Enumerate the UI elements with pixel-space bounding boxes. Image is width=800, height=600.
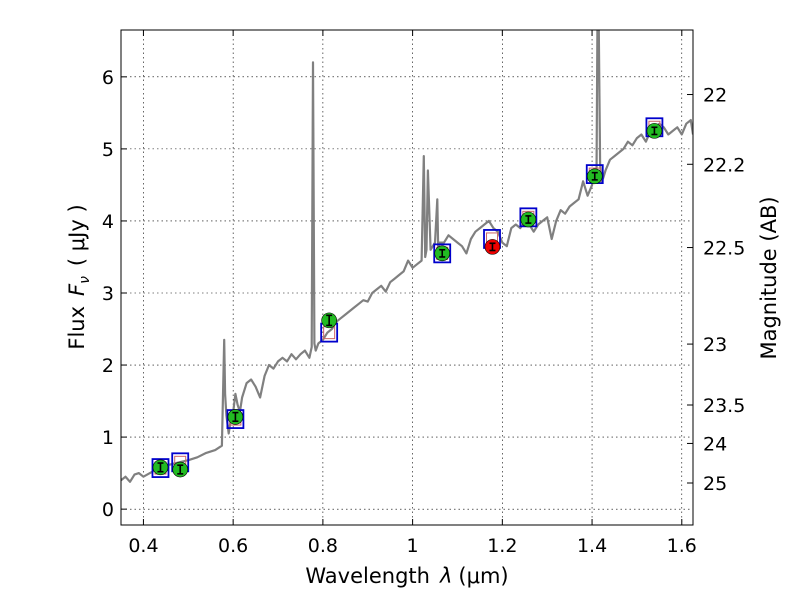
x-tick-label: 1.4 [577, 535, 607, 557]
y-axis-ticks: 0 1 2 3 4 5 6 [102, 67, 127, 521]
plot-frame [120, 29, 694, 526]
y-tick-label: 3 [102, 283, 114, 305]
mag-tick-label: 25 [703, 473, 727, 495]
magnitude-axis-label: Magnitude (AB) [757, 196, 781, 359]
model-flux-box [433, 243, 452, 264]
x-axis-label: Wavelength λ (μm) [305, 564, 508, 588]
model-flux-box [151, 458, 170, 478]
mag-tick-label: 23.5 [703, 395, 745, 417]
x-axis-ticks: 0.4 0.6 0.8 1 1.2 1.4 1.6 [128, 30, 697, 557]
x-tick-label: 1 [407, 535, 419, 557]
y-tick-label: 1 [102, 427, 114, 449]
mag-tick-label: 22.2 [703, 154, 745, 176]
x-tick-label: 0.8 [308, 535, 338, 557]
y-tick-label: 6 [102, 67, 114, 89]
mag-tick-label: 23 [703, 334, 727, 356]
mag-tick-label: 22 [703, 85, 727, 107]
y-tick-label: 0 [102, 499, 114, 521]
x-tick-label: 0.6 [218, 535, 248, 557]
y-axis-label: FluxFν( μJy ) [65, 204, 93, 349]
x-tick-label: 0.4 [128, 535, 158, 557]
magnitude-axis-ticks: 22 22.2 22.5 23 23.5 24 25 [687, 85, 745, 495]
grid-lines [121, 30, 693, 525]
spectrum-line [121, 30, 693, 483]
y-tick-label: 2 [102, 355, 114, 377]
y-tick-label: 4 [102, 211, 114, 233]
photometry-markers [151, 117, 664, 478]
plot-area [121, 30, 693, 483]
x-tick-label: 1.6 [667, 535, 697, 557]
x-tick-label: 1.2 [487, 535, 517, 557]
mag-tick-label: 22.5 [703, 238, 745, 260]
y-tick-label: 5 [102, 139, 114, 161]
mag-tick-label: 24 [703, 433, 727, 455]
